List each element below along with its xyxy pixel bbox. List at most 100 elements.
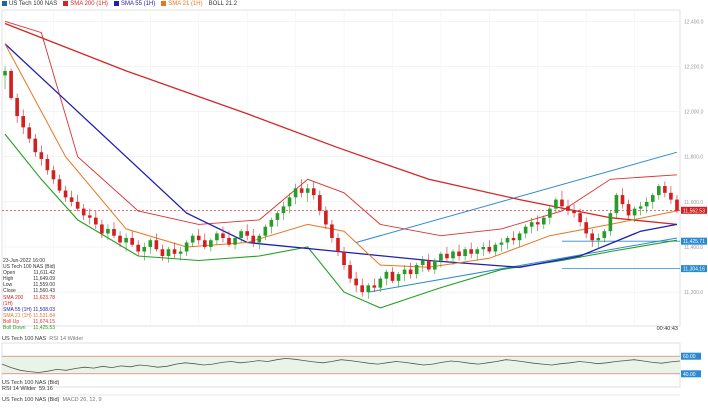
candle-body [257, 235, 262, 243]
ohlc-info-panel: 23-Jun-2022 16:00 US Tech 100 NAS (Bid) … [3, 258, 55, 331]
legend-item-symbol[interactable]: US Tech 100 NAS [2, 1, 57, 7]
candle-body [650, 195, 655, 202]
candle-body [148, 240, 153, 247]
info-title: US Tech 100 NAS (Bid) [3, 264, 56, 271]
candle-body [112, 228, 116, 236]
candle-body [475, 249, 480, 254]
info-label: Low [3, 282, 13, 289]
candle-body [281, 206, 286, 214]
candle-body [317, 195, 322, 211]
candle-body [426, 260, 431, 270]
rsi-info: US Tech 100 NAS (Bid) RSI 14 Wilder 59.1… [2, 380, 59, 392]
candle-body [402, 269, 407, 275]
legend-item-sma21[interactable]: SMA 21 (1H) [161, 1, 203, 7]
candle-body [27, 127, 32, 139]
price-plot-frame [1, 9, 681, 327]
info-value: 11,560.43 [33, 288, 55, 295]
info-value: 11,611.42 [33, 270, 55, 277]
legend-item-boll[interactable]: BOLL 21.2 [209, 1, 237, 7]
info-label: Boll Down [3, 325, 26, 332]
candle-body [578, 213, 582, 223]
candle-body [15, 98, 19, 117]
candle-body [87, 215, 92, 218]
candle-body [584, 222, 588, 234]
candle-body [239, 231, 243, 238]
candle-body [33, 138, 38, 153]
color-swatch [113, 1, 119, 6]
candle-body [100, 224, 104, 234]
candle-body [384, 271, 389, 279]
bollinger-lower-line [4, 133, 678, 309]
candle-body [269, 219, 274, 227]
candle-body [626, 204, 631, 216]
candle-body [330, 224, 334, 238]
legend-item-sma200[interactable]: SMA 200 (1H) [63, 1, 108, 7]
candle-body [136, 244, 141, 252]
candle-body [142, 247, 147, 252]
indicator-lines [4, 20, 678, 309]
candle-body [190, 235, 195, 243]
candle-body [94, 217, 98, 225]
bollinger-upper-line [4, 20, 678, 237]
candle-body [541, 217, 546, 225]
info-label: SMA 21 (1H) [3, 312, 32, 319]
info-date: 23-Jun-2022 16:00 [3, 258, 45, 264]
candle-body [414, 265, 419, 275]
color-swatch [63, 1, 69, 6]
candle-body [420, 260, 425, 266]
legend-item-sma55[interactable]: SMA 55 (1H) [113, 1, 156, 8]
countdown-timer: 00:40:43 [656, 326, 678, 332]
candle-body [336, 237, 340, 252]
rsi-pane-title: US Tech 100 NAS [2, 336, 47, 342]
candle-body [57, 179, 62, 191]
price-tag-box [681, 237, 707, 245]
info-label: Close [3, 288, 16, 295]
candle-body [118, 235, 122, 243]
candle-body [590, 233, 595, 241]
candle-body [209, 240, 213, 247]
candle-body [166, 249, 171, 257]
candle-body [548, 208, 552, 218]
candle-body [178, 251, 183, 254]
candle-body [215, 233, 219, 241]
legend-label: SMA 200 (1H) [70, 1, 108, 8]
candle-body [511, 237, 516, 241]
info-row: SMA 200 (1H) 11,623.78 [3, 295, 55, 307]
candle-body [451, 251, 455, 259]
candle-body [354, 278, 358, 286]
price-tick-label: 11,200.0 [684, 290, 703, 296]
rsi-band [2, 356, 680, 374]
candle-body [614, 195, 619, 214]
candle-body [39, 152, 44, 159]
candle-body [75, 201, 80, 209]
candle-body [487, 247, 492, 252]
candle-body [669, 192, 673, 200]
candle-body [263, 226, 268, 236]
candle-body [481, 247, 486, 250]
candle-body [81, 208, 86, 216]
color-swatch [2, 1, 7, 6]
candle-body [632, 208, 637, 216]
candle-body [529, 222, 534, 227]
info-row: Boll Down 11,425.53 [3, 325, 55, 331]
candle-body [366, 285, 371, 293]
candle-body [63, 190, 68, 198]
candle-body [233, 237, 237, 245]
candle-body [287, 197, 292, 207]
candle-body [499, 242, 504, 245]
candle-body [124, 237, 128, 243]
candle-body [602, 231, 607, 238]
info-row: Open 11,611.42 [3, 270, 55, 276]
candle-body [535, 222, 540, 225]
candle-body [21, 116, 26, 128]
color-swatch [161, 1, 167, 6]
sma55-line [4, 43, 678, 268]
candle-body [439, 253, 443, 261]
legend-label: SMA 55 (1H) [120, 1, 156, 8]
candle-body [154, 240, 159, 250]
rsi-pane: 60.00 40.00 [1, 342, 701, 396]
candle-body [299, 188, 304, 193]
macd-indicator-name: MACD 26, 12, 9 [62, 397, 102, 403]
info-label: SMA 200 (1H) [3, 294, 24, 307]
